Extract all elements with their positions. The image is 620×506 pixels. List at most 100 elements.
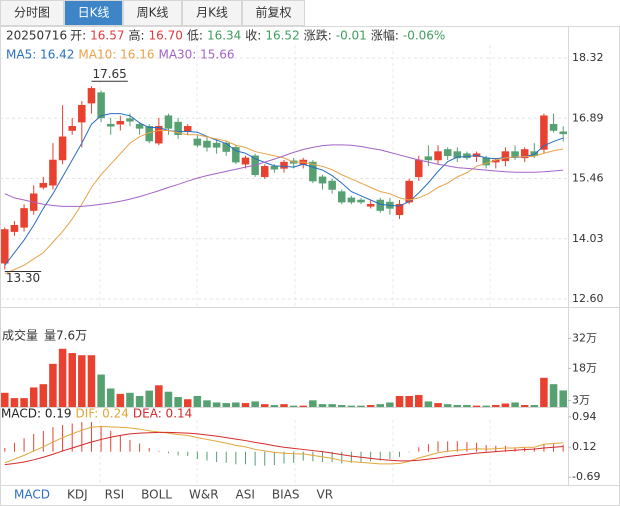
tab-label[interactable]: 日K线 <box>78 6 110 20</box>
y-tick-label: 18.32 <box>572 51 604 64</box>
candle-body <box>135 123 144 129</box>
info-value: 16.70 <box>149 29 183 43</box>
tab[interactable] <box>123 0 182 26</box>
y-tick-label: 16.89 <box>572 111 604 124</box>
legend-entry: DEA: 0.14 <box>133 407 192 421</box>
tab[interactable] <box>64 0 123 26</box>
indicator-tab[interactable]: MACD <box>14 488 50 502</box>
candle-body <box>222 142 230 152</box>
macd-line <box>4 425 564 465</box>
volume-bar <box>260 404 269 408</box>
volume-bar <box>328 404 336 408</box>
info-value: 16.52 <box>265 29 299 43</box>
tab[interactable] <box>0 0 64 26</box>
indicator-tab[interactable]: BIAS <box>272 488 300 502</box>
candle-body <box>520 149 529 159</box>
volume-bar <box>270 405 279 408</box>
volume-bar <box>530 405 539 408</box>
volume-bar <box>145 390 153 408</box>
volume-bar <box>309 400 317 408</box>
candle-body <box>203 140 211 148</box>
indicator-tab[interactable]: RSI <box>105 488 125 502</box>
y-tick-label: 3万 <box>572 394 590 407</box>
volume-bar <box>366 405 375 408</box>
volume-bar <box>222 403 230 408</box>
volume-bar <box>203 400 211 408</box>
candle-body <box>549 123 558 131</box>
info-label: 高: <box>128 28 144 43</box>
candle-body <box>424 156 433 161</box>
candle-body <box>1 229 9 264</box>
candle-body <box>68 126 76 131</box>
volume-bar <box>357 405 365 408</box>
candle-body <box>366 203 375 207</box>
y-tick-label: 18万 <box>572 361 597 374</box>
info-label: 收: <box>245 29 261 43</box>
candle-body <box>540 115 548 150</box>
candle-body <box>106 123 115 127</box>
volume-bar <box>126 392 134 408</box>
candle-body <box>511 151 519 157</box>
ma-line <box>4 144 564 207</box>
candle-body <box>328 180 336 190</box>
candle-body <box>174 121 182 135</box>
candle-body <box>415 159 423 178</box>
tab-label[interactable]: 月K线 <box>196 6 228 20</box>
candle-body <box>10 225 19 232</box>
candle-body <box>395 203 404 216</box>
candle-body <box>241 157 250 165</box>
candle-body <box>453 151 462 159</box>
panel-subtitle: 量7.6万 <box>44 329 87 343</box>
candle-body <box>280 161 288 169</box>
tab-label[interactable]: 前复权 <box>255 5 291 20</box>
candle-body <box>212 142 221 148</box>
candle-body <box>155 126 163 144</box>
candle-body <box>338 191 346 203</box>
indicator-tab[interactable]: VR <box>317 488 334 502</box>
info-value: 16.34 <box>207 29 241 43</box>
candle-body <box>559 131 567 135</box>
indicator-tab[interactable]: ASI <box>236 488 255 502</box>
volume-bar <box>443 404 452 408</box>
info-value: 16.57 <box>90 29 124 43</box>
volume-bar <box>405 396 413 408</box>
volume-bar <box>164 391 173 408</box>
y-tick-label: 0.12 <box>572 440 597 453</box>
volume-bar <box>68 353 76 408</box>
tab[interactable] <box>182 0 242 26</box>
candle-body <box>309 161 317 182</box>
volume-bar <box>540 377 548 408</box>
indicator-tab[interactable]: KDJ <box>67 488 88 502</box>
info-label: 开: <box>70 29 86 43</box>
tab-label[interactable]: 分时图 <box>14 6 50 20</box>
y-tick-label: 0.94 <box>572 410 597 423</box>
candle-body <box>49 159 57 186</box>
legend-entry: MA30: 15.66 <box>158 48 234 62</box>
volume-bar <box>338 405 346 408</box>
volume-bar <box>501 403 510 408</box>
y-tick-label: 32万 <box>572 331 597 344</box>
candle-body <box>260 166 269 178</box>
tab[interactable] <box>242 0 305 26</box>
candle-body <box>434 151 442 161</box>
volume-bar <box>106 388 115 408</box>
candle-body <box>193 138 202 146</box>
candle-body <box>376 199 385 211</box>
volume-bar <box>39 384 48 408</box>
volume-bar <box>415 394 423 408</box>
volume-bar <box>155 385 163 408</box>
info-value: -0.01 <box>336 29 367 43</box>
info-label: 涨跌: <box>304 28 332 43</box>
candle-body <box>87 88 96 104</box>
tab-label[interactable]: 周K线 <box>137 6 169 20</box>
indicator-tab[interactable]: W&R <box>189 488 219 502</box>
info-date: 20250716 <box>6 29 67 43</box>
candle-body <box>443 149 452 157</box>
volume-bar <box>376 404 385 408</box>
indicator-tab[interactable]: BOLL <box>141 488 172 502</box>
candle-body <box>232 147 240 163</box>
y-tick-label: 15.46 <box>572 172 604 185</box>
volume-bar <box>424 401 433 408</box>
candle-body <box>97 92 105 119</box>
